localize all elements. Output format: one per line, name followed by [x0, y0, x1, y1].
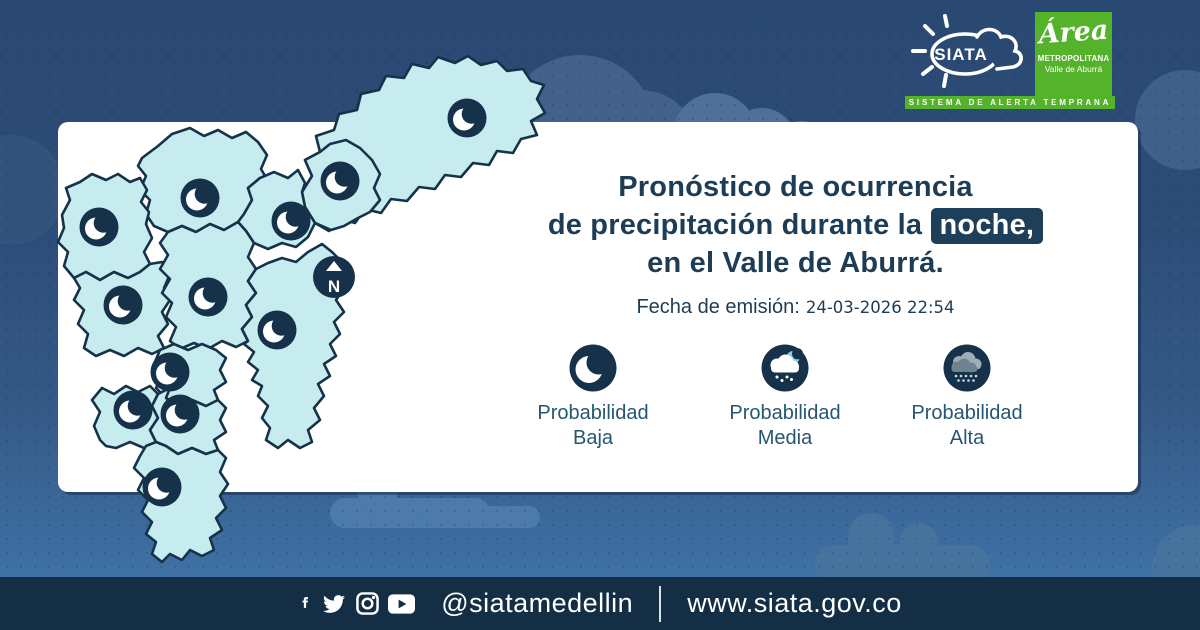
moon-icon: [569, 344, 617, 392]
page-title: Pronóstico de ocurrencia de precipitació…: [508, 168, 1083, 282]
moon-marker: [79, 207, 119, 247]
area-logo-script: Área: [1037, 14, 1110, 51]
forecast-panel: Pronóstico de ocurrencia de precipitació…: [508, 168, 1083, 451]
municipality-shape: [132, 440, 230, 564]
footer-divider: [659, 585, 662, 622]
title-highlight-noche: noche,: [930, 208, 1044, 244]
north-label: N: [328, 277, 340, 296]
area-logo-valle: Valle de Aburrá: [1044, 64, 1103, 74]
moon-marker: [447, 98, 487, 138]
legend-label: Probabilidad Baja: [537, 402, 649, 449]
youtube-icon[interactable]: [388, 593, 416, 614]
social-handle[interactable]: @siatamedellin: [441, 588, 634, 618]
moon-marker: [142, 467, 182, 507]
emission-label: Fecha de emisión:: [636, 296, 800, 318]
legend-item-baja: Probabilidad Baja: [508, 343, 678, 451]
moon-marker: [113, 390, 153, 430]
website-link[interactable]: www.siata.gov.co: [687, 588, 902, 618]
legend-label: Probabilidad Alta: [911, 402, 1023, 449]
area-metropolitana-logo: Área METROPOLITANA Valle de Aburrá: [1035, 12, 1112, 96]
twitter-icon[interactable]: [321, 593, 347, 615]
north-indicator: N: [313, 256, 355, 298]
cloud-heavy-rain-icon: [943, 344, 991, 392]
social-icons: [298, 592, 416, 616]
probability-legend: Probabilidad Baja P: [508, 343, 1083, 451]
emission-date-row: Fecha de emisión: 24-03-2026 22:54: [508, 296, 1083, 319]
legend-label: Probabilidad Media: [729, 402, 841, 449]
footer-bar: @siatamedellin www.siata.gov.co: [0, 577, 1200, 630]
moon-marker: [180, 178, 220, 218]
moon-marker: [150, 352, 190, 392]
cloud-moon-drizzle-icon: [761, 344, 809, 392]
moon-marker: [257, 310, 297, 350]
legend-item-alta: Probabilidad Alta: [882, 343, 1052, 451]
title-line-3: en el Valle de Aburrá.: [647, 247, 944, 279]
siata-logo-text: SIATA: [934, 45, 987, 64]
moon-marker: [160, 394, 200, 434]
title-line-2: de precipitación durante la: [547, 209, 923, 241]
siata-tagline: SISTEMA DE ALERTA TEMPRANA: [905, 96, 1115, 109]
area-logo-metropolitana: METROPOLITANA: [1037, 54, 1110, 63]
moon-marker: [103, 285, 143, 325]
legend-item-media: Probabilidad Media: [700, 343, 870, 451]
emission-value: 24-03-2026 22:54: [805, 298, 955, 317]
moon-marker: [320, 161, 360, 201]
facebook-icon[interactable]: [298, 592, 312, 616]
siata-logo: SIATA: [911, 14, 1023, 88]
moon-marker: [271, 201, 311, 241]
moon-marker: [188, 277, 228, 317]
title-line-1: Pronóstico de ocurrencia: [618, 171, 973, 203]
instagram-icon[interactable]: [356, 592, 380, 615]
